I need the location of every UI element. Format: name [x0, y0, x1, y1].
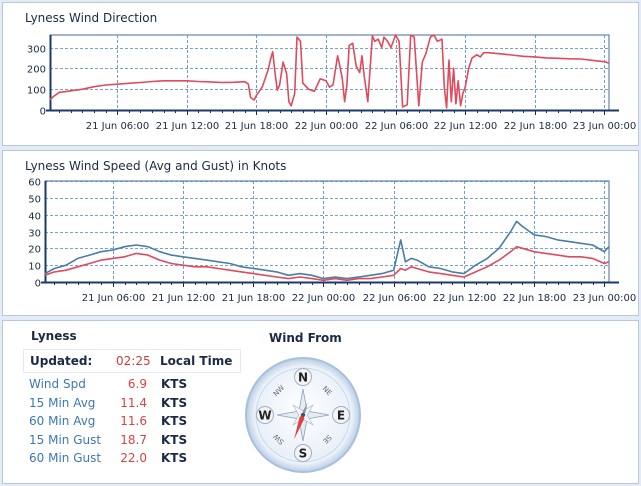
speed-y-tick-label: 10: [28, 262, 41, 273]
wind-direction-title: Lyness Wind Direction: [25, 11, 158, 25]
compass-label-se: SE: [321, 433, 333, 445]
stat-label: 60 Min Avg: [29, 414, 96, 428]
speed-x-tick-label: 21 Jun 12:00: [152, 293, 216, 304]
summary-panel: Lyness Updated: 02:25 Local Time Wind Sp…: [2, 320, 639, 484]
wind-compass: N S W E NE NW SE SW: [245, 357, 361, 473]
needle-head: [294, 415, 305, 440]
updated-label: Updated:: [30, 354, 93, 368]
speed-x-tick-label: 23 Jun 00:00: [573, 293, 637, 304]
wind-direction-panel: Lyness Wind Direction 21 Jun 06:00 21 Jun…: [2, 2, 639, 146]
wind-speed-panel: Lyness Wind Speed (Avg and Gust) in Knot…: [2, 150, 639, 316]
speed-y-tick-label: 60: [28, 178, 41, 189]
stat-unit: KTS: [161, 377, 188, 391]
direction-x-tick-label: 22 Jun 18:00: [504, 121, 568, 132]
direction-x-tick-label: 23 Jun 00:00: [573, 121, 637, 132]
direction-x-tick-label: 21 Jun 06:00: [86, 121, 150, 132]
compass-hub: [300, 412, 306, 418]
speed-x-tick-label: 22 Jun 18:00: [503, 293, 567, 304]
speed-y-tick-label: 50: [28, 195, 41, 206]
direction-y-tick-label: 300: [27, 45, 46, 56]
wind-speed-title: Lyness Wind Speed (Avg and Gust) in Knot…: [25, 159, 287, 173]
stat-label: 60 Min Gust: [29, 451, 102, 465]
direction-series-line-0: [49, 34, 610, 109]
direction-y-tick-label: 100: [27, 86, 46, 97]
speed-series-line-0: [44, 220, 610, 280]
updated-row: Updated: 02:25 Local Time: [23, 349, 241, 373]
stat-value: 6.9: [127, 377, 147, 391]
stat-unit: KTS: [161, 395, 188, 410]
stat-value: 11.4: [120, 395, 147, 410]
direction-x-tick-label: 21 Jun 18:00: [225, 121, 289, 132]
stat-label: Wind Spd: [29, 377, 86, 391]
direction-x-tick-label: 22 Jun 00:00: [295, 121, 359, 132]
stat-unit: KTS: [161, 432, 188, 447]
wind-from-title: Wind From: [269, 331, 342, 345]
stat-value: 22.0: [120, 451, 147, 465]
speed-plot-area: [44, 180, 610, 283]
speed-y-tick-label: 40: [28, 212, 41, 223]
stat-value: 18.7: [120, 432, 147, 447]
compass-label-n: N: [298, 371, 308, 385]
stat-value: 11.6: [120, 414, 147, 428]
speed-x-tick-label: 22 Jun 06:00: [363, 293, 427, 304]
compass-n-circle: [294, 368, 312, 386]
speed-x-tick-label: 21 Jun 06:00: [82, 293, 146, 304]
stat-label: 15 Min Avg: [29, 395, 96, 410]
direction-plot-area: [49, 34, 610, 111]
speed-y-tick-label: 20: [28, 245, 41, 256]
stat-label: 15 Min Gust: [29, 432, 102, 447]
speed-x-tick-label: 21 Jun 18:00: [222, 293, 286, 304]
direction-y-tick-label: 0: [40, 107, 46, 118]
compass-s-circle: [294, 444, 312, 462]
needle-tail: [302, 402, 308, 415]
compass-e-circle: [332, 406, 350, 424]
speed-y-tick-label: 0: [35, 279, 41, 290]
stat-unit: KTS: [161, 414, 188, 428]
compass-needle: [294, 402, 308, 440]
updated-time: 02:25: [116, 354, 151, 368]
speed-series-line-1: [44, 245, 610, 282]
wind-direction-chart: 21 Jun 06:00 21 Jun 12:00 21 Jun 18:00 22 J…: [27, 34, 637, 132]
wind-speed-chart: 21 Jun 06:00 21 Jun 12:00 21 Jun 18:00 22 J…: [28, 178, 637, 305]
stat-unit: KTS: [161, 451, 188, 465]
timezone-label: Local Time: [160, 354, 233, 368]
compass-label-s: S: [299, 447, 308, 461]
speed-x-tick-label: 22 Jun 00:00: [292, 293, 356, 304]
speed-x-tick-label: 22 Jun 12:00: [433, 293, 497, 304]
station-name: Lyness: [31, 329, 77, 343]
compass-w-circle: [256, 406, 274, 424]
direction-x-tick-label: 22 Jun 06:00: [365, 121, 429, 132]
direction-y-tick-label: 200: [27, 65, 46, 76]
speed-y-tick-label: 30: [28, 229, 41, 240]
direction-x-tick-label: 21 Jun 12:00: [156, 121, 220, 132]
compass-label-w: W: [258, 409, 271, 423]
direction-x-tick-label: 22 Jun 12:00: [434, 121, 498, 132]
compass-label-e: E: [337, 409, 345, 423]
